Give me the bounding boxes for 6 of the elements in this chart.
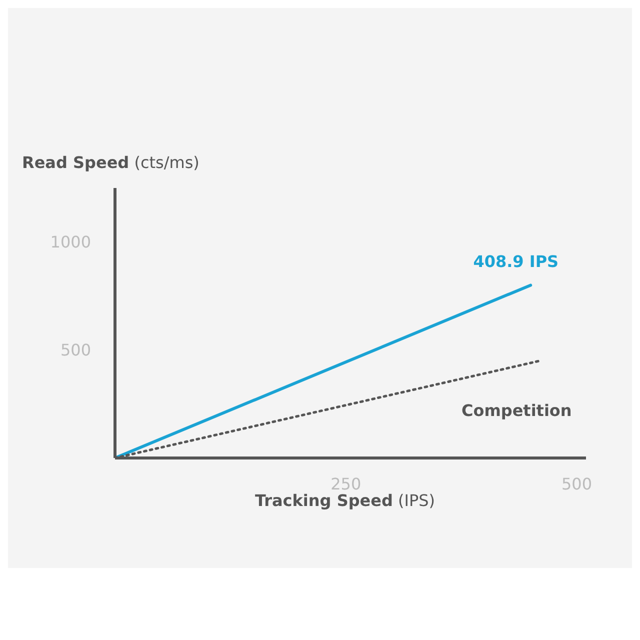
x-axis-title: Tracking Speed (IPS) <box>254 491 436 510</box>
series-label: Competition <box>461 400 572 420</box>
y-axis-title: Read Speed (cts/ms) <box>22 153 200 172</box>
y-tick-label: 1000 <box>50 232 91 252</box>
series-label: 408.9 IPS <box>473 252 559 272</box>
x-tick-label: 250 <box>330 474 362 494</box>
